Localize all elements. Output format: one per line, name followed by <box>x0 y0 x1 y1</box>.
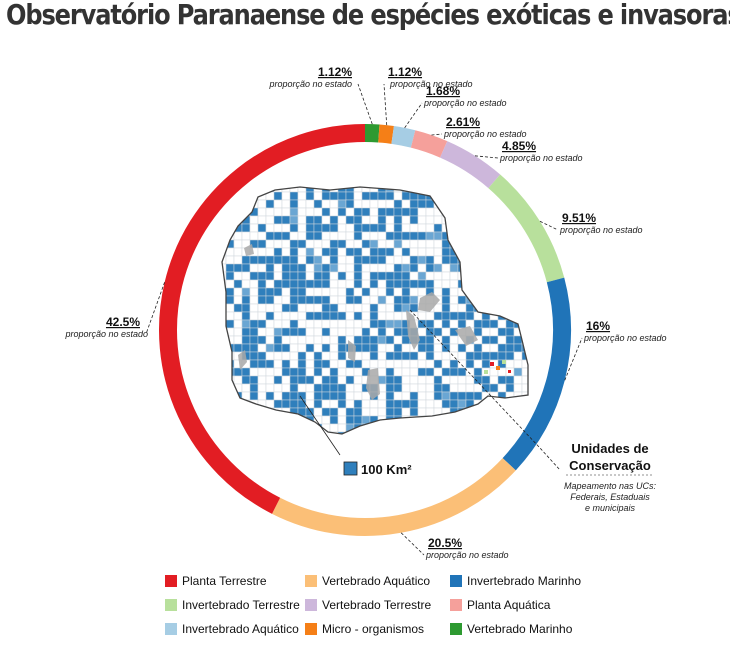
legend-item: Planta Terrestre <box>165 572 267 590</box>
slice-invertebrado-terrestre <box>488 174 565 283</box>
parana-outline <box>221 186 529 435</box>
slice-proportion-label: proporção no estado <box>268 79 352 89</box>
uc-title-1: Unidades de <box>571 441 648 456</box>
legend-item: Invertebrado Aquático <box>165 620 299 638</box>
legend-swatch <box>450 623 462 635</box>
legend-swatch <box>450 575 462 587</box>
slice-proportion-label: proporção no estado <box>499 153 583 163</box>
leader-lines <box>145 83 583 556</box>
uc-areas <box>238 244 478 400</box>
legend-swatch <box>165 599 177 611</box>
leader-line <box>383 83 388 126</box>
parana-map: 100 Km² Unidades de Conservação Mapeamen… <box>221 186 657 513</box>
leader-line <box>400 532 425 556</box>
slice-proportion-label: proporção no estado <box>389 79 473 89</box>
coastal-hotspots <box>484 360 511 374</box>
legend-label: Planta Terrestre <box>182 574 267 588</box>
legend-label: Planta Aquática <box>467 598 551 612</box>
donut-chart: 100 Km² Unidades de Conservação Mapeamen… <box>64 65 666 560</box>
legend-label: Invertebrado Terrestre <box>182 598 300 612</box>
leader-line <box>564 337 583 381</box>
slice-planta-aqu-tica <box>410 130 448 158</box>
legend-label: Micro - organismos <box>322 622 425 636</box>
slice-proportion-label: proporção no estado <box>425 550 509 560</box>
legend-swatch <box>450 599 462 611</box>
slice-percent-label: 9.51% <box>562 211 596 225</box>
legend-item: Planta Aquática <box>450 596 550 614</box>
page-title: Observatório Paranaense de espécies exót… <box>6 0 730 31</box>
slice-percent-label: 1.12% <box>388 65 422 79</box>
slice-percent-label: 20.5% <box>428 536 462 550</box>
slice-vertebrado-terrestre <box>439 141 501 189</box>
legend-label: Vertebrado Terrestre <box>322 598 432 612</box>
slice-invertebrado-marinho <box>502 277 571 471</box>
scale-leader <box>299 395 341 456</box>
slice-vertebrado-aqu-tico <box>272 458 516 536</box>
slice-micro-organismos <box>378 124 394 144</box>
slice-invertebrado-aqu-tico <box>391 126 416 148</box>
slice-planta-terrestre <box>159 124 366 514</box>
uc-sub-2: Federais, Estaduais <box>570 492 650 502</box>
legend-label: Vertebrado Marinho <box>467 622 573 636</box>
slice-proportion-label: proporção no estado <box>583 333 667 343</box>
slice-proportion-label: proporção no estado <box>559 225 643 235</box>
leader-line <box>474 155 499 159</box>
scale-label: 100 Km² <box>361 462 412 477</box>
legend-item: Micro - organismos <box>305 620 424 638</box>
slice-percent-label: 1.12% <box>318 65 352 79</box>
slice-percent-label: 1.68% <box>426 84 460 98</box>
legend-item: Vertebrado Terrestre <box>305 596 431 614</box>
slice-percent-label: 42.5% <box>106 315 140 329</box>
legend-swatch <box>305 623 317 635</box>
legend-label: Invertebrado Aquático <box>182 622 299 636</box>
leader-line <box>357 83 373 125</box>
legend-item: Vertebrado Aquático <box>305 572 430 590</box>
leader-line <box>431 133 443 136</box>
leader-line <box>145 282 165 335</box>
legend-item: Vertebrado Marinho <box>450 620 572 638</box>
legend-label: Invertebrado Marinho <box>467 574 582 588</box>
slice-proportion-label: proporção no estado <box>443 129 527 139</box>
legend-item: Invertebrado Terrestre <box>165 596 300 614</box>
leader-line <box>539 220 559 231</box>
uc-sub-3: e municipais <box>585 503 636 513</box>
legend-swatch <box>305 599 317 611</box>
slice-percent-label: 16% <box>586 319 610 333</box>
uc-title-2: Conservação <box>569 458 651 473</box>
slice-percent-label: 2.61% <box>446 115 480 129</box>
scale-swatch <box>343 461 358 476</box>
legend-label: Vertebrado Aquático <box>322 574 431 588</box>
legend-swatch <box>165 623 177 635</box>
legend-item: Invertebrado Marinho <box>450 572 581 590</box>
uc-sub-1: Mapeamento nas UCs: <box>564 481 657 491</box>
slice-proportion-label: proporção no estado <box>64 329 148 339</box>
legend-swatch <box>165 575 177 587</box>
slice-percent-label: 4.85% <box>502 139 536 153</box>
leader-line <box>404 102 423 129</box>
legend-swatch <box>305 575 317 587</box>
slice-proportion-label: proporção no estado <box>423 98 507 108</box>
donut-ring <box>159 124 571 536</box>
occurrence-grid <box>222 187 528 434</box>
